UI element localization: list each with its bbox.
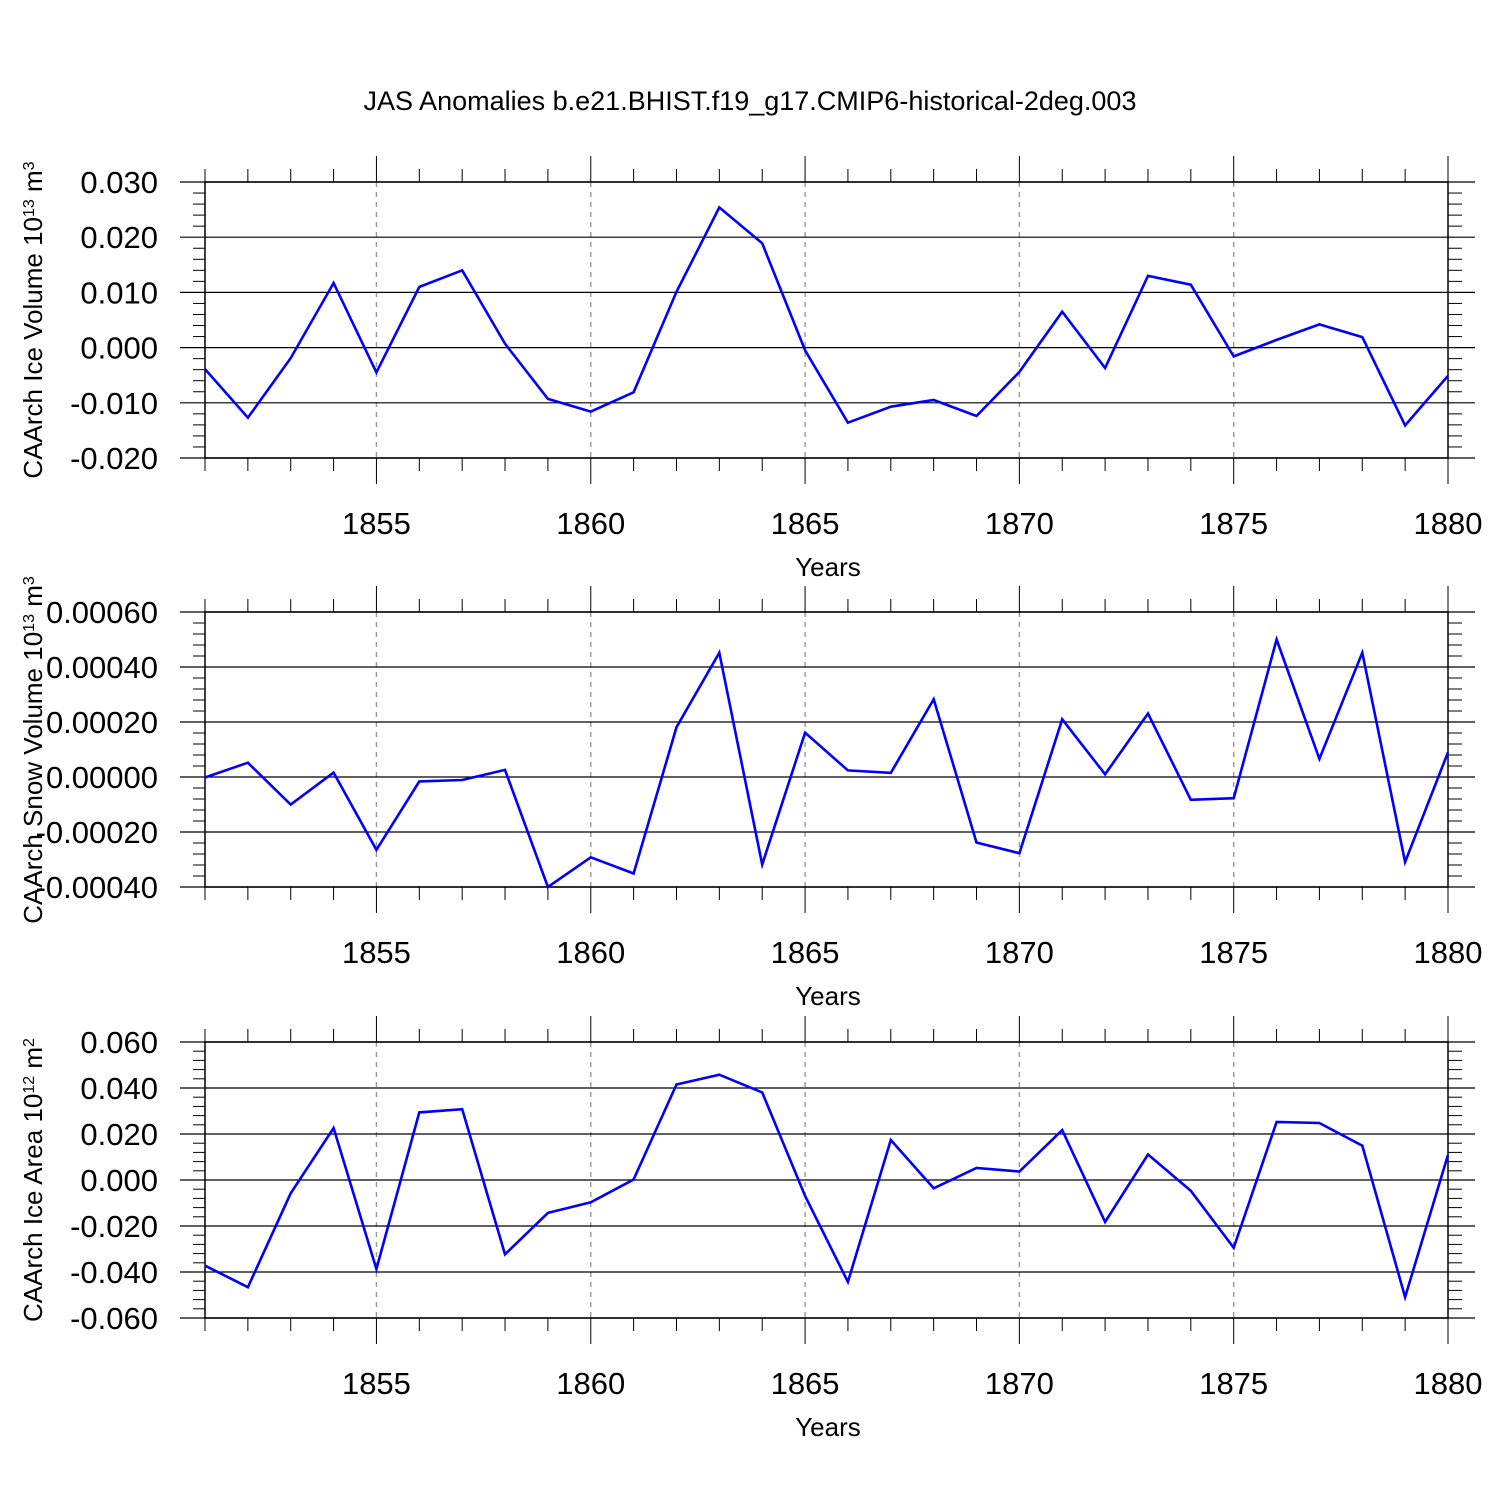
y-axis-label: CAArch Ice Area 1012 m2 (18, 1038, 48, 1322)
y-tick-label: -0.00020 (36, 815, 158, 850)
y-tick-label: 0.000 (80, 1163, 158, 1198)
y-tick-label: 0.040 (80, 1071, 158, 1106)
x-tick-label: 1880 (1414, 1366, 1483, 1401)
x-tick-label: 1855 (342, 506, 411, 541)
y-tick-label: 0.060 (80, 1025, 158, 1060)
x-tick-label: 1855 (342, 1366, 411, 1401)
y-tick-label: 0.030 (80, 165, 158, 200)
plot-frame (204, 181, 1449, 459)
y-tick-label: -0.040 (70, 1255, 158, 1290)
y-tick-label: 0.00040 (46, 650, 158, 685)
chart-panel-3: -0.060 -0.040 -0.020 0.000 0.020 0.040 0.060 18… (18, 1016, 1482, 1442)
y-tick-label: -0.060 (70, 1301, 158, 1336)
figure-title: JAS Anomalies b.e21.BHIST.f19_g17.CMIP6-… (364, 86, 1137, 116)
x-axis-label: Years (795, 981, 861, 1011)
x-tick-label: 1860 (556, 506, 625, 541)
y-tick-label: -0.010 (70, 386, 158, 421)
x-tick-label: 1875 (1199, 1366, 1268, 1401)
y-axis-label-superscript: 12 (21, 1076, 38, 1094)
y-axis-label-superscript: 3 (21, 161, 38, 170)
y-tick-label: 0.020 (80, 220, 158, 255)
y-tick-label: 0.020 (80, 1117, 158, 1152)
x-tick-label: 1875 (1199, 506, 1268, 541)
x-tick-label: 1870 (985, 935, 1054, 970)
y-axis-label: CAArch Snow Volume 1013 m3 (18, 576, 48, 924)
y-axis-label-part: m (18, 170, 48, 199)
x-tick-label: 1860 (556, 935, 625, 970)
series-line (204, 205, 1449, 428)
x-tick-label: 1860 (556, 1366, 625, 1401)
y-axis-label-part: CAArch Ice Area 10 (18, 1094, 48, 1322)
y-axis-label-superscript: 3 (21, 576, 38, 585)
x-tick-label: 1855 (342, 935, 411, 970)
y-tick-label: -0.00040 (36, 870, 158, 905)
plot-frame (204, 611, 1449, 888)
y-axis-label: CAArch Ice Volume 1013 m3 (18, 161, 48, 478)
panels: -0.020 -0.010 0.000 0.010 0.020 0.030 1855 1860… (18, 156, 1482, 1442)
y-tick-label: 0.010 (80, 275, 158, 310)
series-line (204, 1073, 1450, 1302)
series-line (204, 635, 1450, 890)
x-tick-label: 1880 (1414, 935, 1483, 970)
chart-panel-1: -0.020 -0.010 0.000 0.010 0.020 0.030 1855 1860… (18, 156, 1482, 582)
y-tick-label: 0.00060 (46, 595, 158, 630)
x-tick-label: 1880 (1414, 506, 1483, 541)
chart-panel-2: -0.00040 -0.00020 0.00000 0.00020 0.00040 0.0… (18, 576, 1482, 1011)
y-tick-label: -0.020 (70, 1209, 158, 1244)
x-tick-label: 1865 (771, 935, 840, 970)
x-tick-label: 1870 (985, 506, 1054, 541)
y-axis-label-part: m (18, 585, 48, 614)
y-axis-label-superscript: 2 (21, 1038, 38, 1047)
x-axis-label: Years (795, 552, 861, 582)
x-tick-label: 1865 (771, 506, 840, 541)
x-tick-label: 1865 (771, 1366, 840, 1401)
x-axis-label: Years (795, 1412, 861, 1442)
y-tick-label: 0.000 (80, 331, 158, 366)
y-tick-label: 0.00000 (46, 760, 158, 795)
y-tick-label: -0.020 (70, 441, 158, 476)
y-tick-label: 0.00020 (46, 705, 158, 740)
y-axis-label-part: m (18, 1047, 48, 1076)
x-tick-label: 1875 (1199, 935, 1268, 970)
y-axis-label-superscript: 13 (21, 199, 38, 217)
x-tick-label: 1870 (985, 1366, 1054, 1401)
y-axis-label-superscript: 13 (21, 614, 38, 632)
y-axis-label-part: CAArch Ice Volume 10 (18, 217, 48, 479)
y-axis-label-part: CAArch Snow Volume 10 (18, 632, 48, 924)
